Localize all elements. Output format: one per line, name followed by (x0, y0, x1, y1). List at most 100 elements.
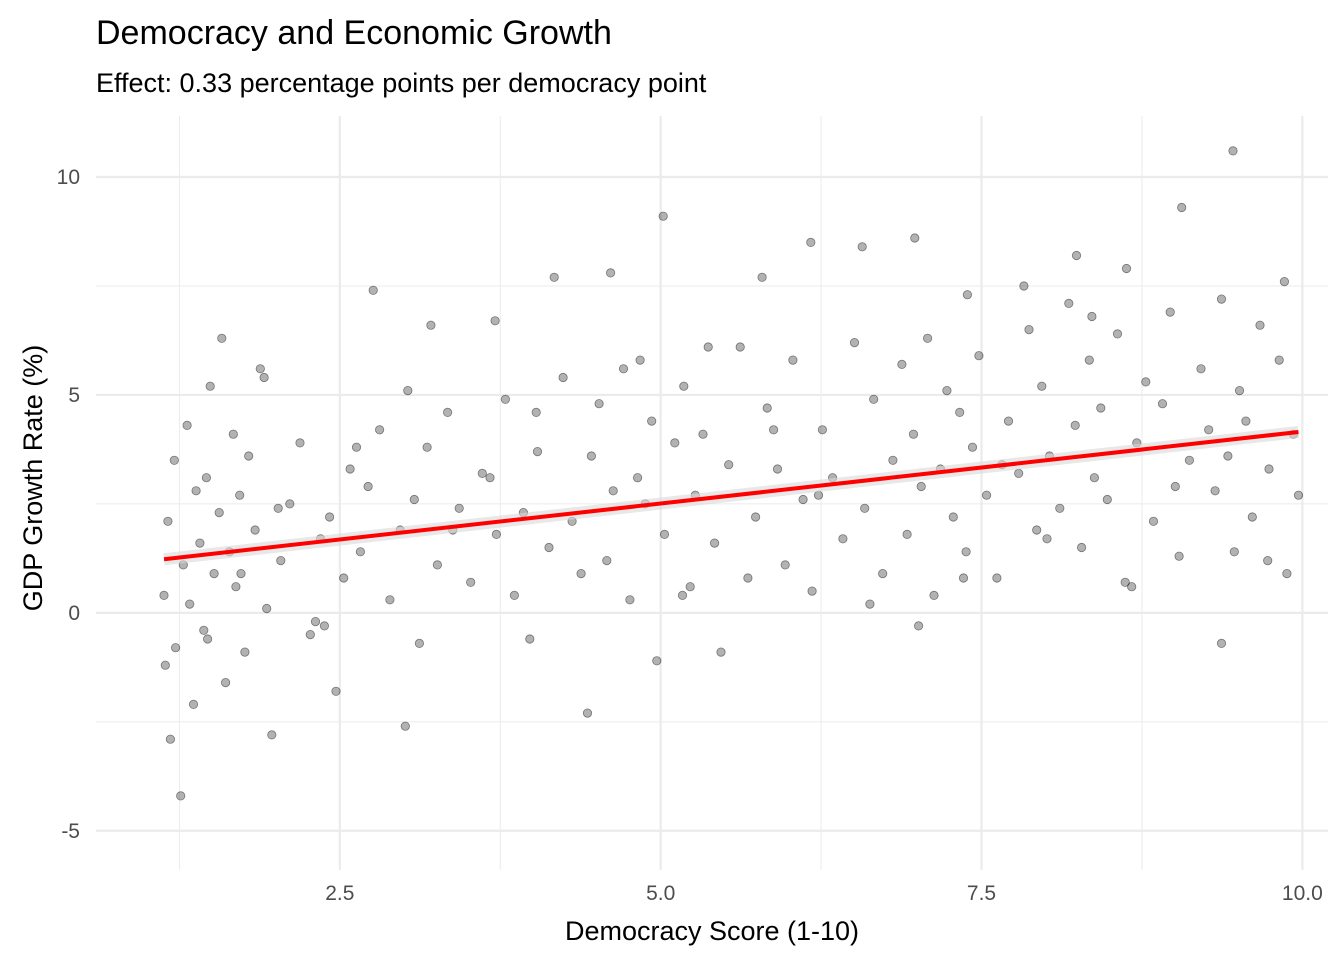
data-point (929, 590, 939, 601)
data-point (625, 595, 635, 605)
x-tick-label: 10.0 (1282, 882, 1323, 905)
data-point (191, 486, 201, 496)
data-point (838, 534, 848, 544)
data-point (807, 586, 817, 596)
data-point (355, 547, 365, 557)
data-point (169, 455, 179, 465)
data-point (942, 385, 952, 396)
data-point (967, 442, 978, 452)
data-point (485, 473, 495, 483)
data-point (1241, 416, 1251, 426)
data-point (685, 582, 695, 592)
data-point (605, 268, 616, 278)
data-point (182, 420, 192, 430)
data-point (368, 285, 378, 295)
data-point (878, 568, 888, 579)
data-point (1112, 329, 1123, 339)
data-point (324, 512, 335, 522)
data-point (869, 394, 879, 404)
data-point (244, 451, 254, 461)
data-point (652, 656, 662, 666)
data-point (414, 638, 424, 649)
data-point (558, 372, 568, 383)
data-point (259, 372, 269, 383)
data-point (363, 481, 373, 492)
data-point (1096, 403, 1106, 413)
data-point (743, 573, 753, 583)
data-point (525, 634, 535, 644)
data-point (273, 503, 283, 513)
y-axis-ticks: -5 0 5 10 (57, 166, 80, 843)
data-point (618, 364, 629, 374)
data-point (201, 473, 211, 483)
data-point (1055, 503, 1065, 513)
data-point (716, 647, 726, 657)
data-point (1228, 146, 1238, 156)
data-point (339, 573, 349, 583)
data-point (1177, 202, 1187, 213)
data-point (1184, 455, 1195, 465)
data-point (403, 385, 413, 396)
data-point (209, 568, 219, 579)
data-point (757, 272, 767, 282)
data-point (1204, 425, 1214, 435)
data-point (703, 342, 713, 352)
data-point (670, 438, 680, 448)
x-tick-label: 5.0 (646, 882, 675, 905)
x-axis-ticks: 2.5 5.0 7.5 10.0 (325, 882, 1323, 905)
data-point (677, 590, 688, 601)
data-point (345, 464, 355, 474)
data-point (698, 429, 708, 439)
data-point (1077, 542, 1087, 553)
data-point (865, 599, 875, 609)
data-point (374, 425, 385, 435)
data-point (1279, 276, 1290, 287)
data-point (806, 237, 816, 247)
data-point (385, 595, 395, 605)
data-point (780, 560, 790, 570)
data-point (255, 364, 265, 374)
data-point (477, 468, 487, 478)
data-point (195, 538, 205, 548)
data-point (981, 490, 992, 500)
data-point (188, 699, 199, 710)
data-point (1102, 494, 1112, 505)
data-point (860, 503, 870, 513)
data-point (466, 577, 476, 587)
data-point (214, 507, 224, 518)
data-point (531, 407, 541, 417)
data-point (165, 734, 175, 744)
data-point (955, 407, 965, 417)
chart-subtitle: Effect: 0.33 percentage points per democ… (96, 68, 707, 98)
minor-gridlines (96, 116, 1328, 870)
x-axis-label: Democracy Score (1-10) (565, 916, 859, 946)
data-point (236, 568, 246, 579)
data-point (409, 494, 419, 505)
data-point (532, 446, 543, 457)
regression-line-group (163, 426, 1300, 566)
data-point (231, 582, 241, 592)
data-point (267, 730, 277, 740)
data-point (1089, 473, 1100, 483)
data-point (772, 464, 783, 474)
data-point (658, 211, 668, 221)
y-tick-label: 5 (68, 384, 80, 407)
data-point (576, 568, 586, 579)
data-point (586, 451, 597, 461)
data-point (1127, 582, 1137, 592)
data-point (608, 486, 618, 496)
data-point (228, 429, 238, 439)
data-point (442, 407, 453, 417)
data-point (813, 490, 824, 500)
data-point (1165, 307, 1175, 317)
data-point (203, 634, 213, 644)
y-tick-label: 10 (57, 166, 80, 189)
data-point (788, 355, 798, 365)
y-axis-label: GDP Growth Rate (%) (18, 345, 48, 612)
data-point (910, 233, 920, 243)
data-point (849, 337, 860, 348)
data-point (491, 529, 501, 540)
data-point (159, 590, 169, 601)
data-point (594, 399, 604, 409)
y-tick-label: -5 (61, 820, 80, 843)
